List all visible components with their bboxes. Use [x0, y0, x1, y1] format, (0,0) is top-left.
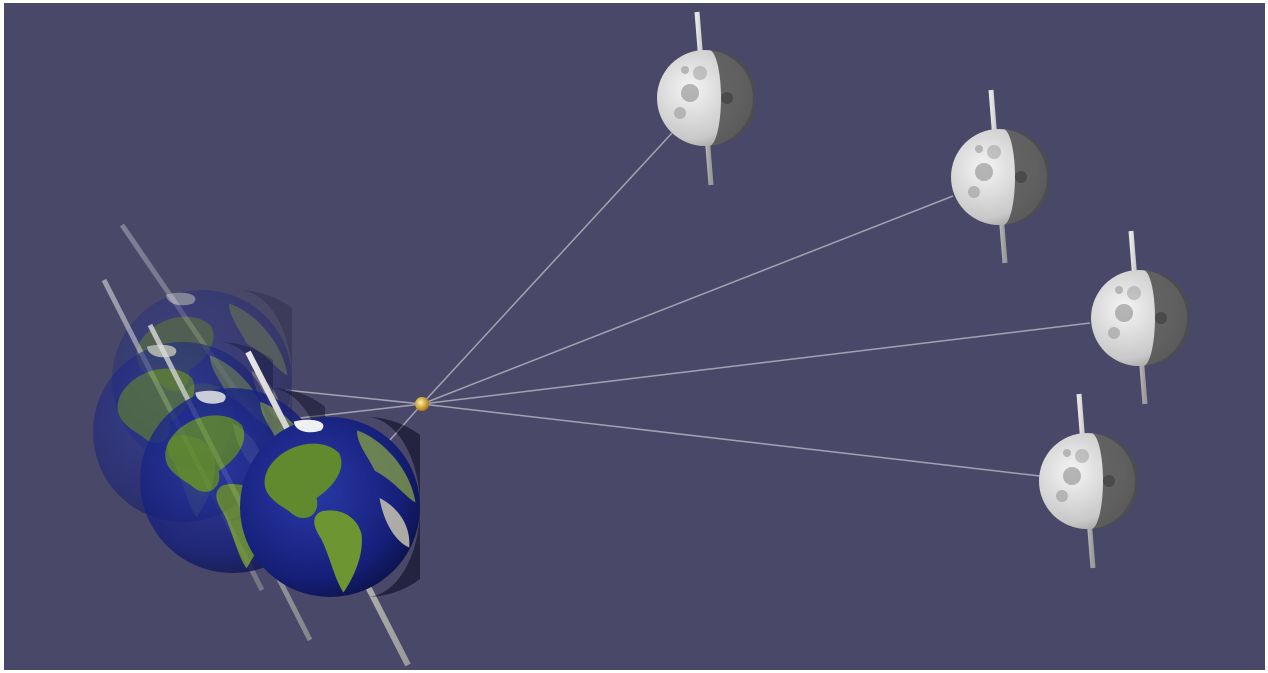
sun	[415, 397, 429, 411]
orbit-lines	[284, 132, 1091, 477]
earths	[93, 223, 420, 667]
moons	[657, 11, 1189, 569]
